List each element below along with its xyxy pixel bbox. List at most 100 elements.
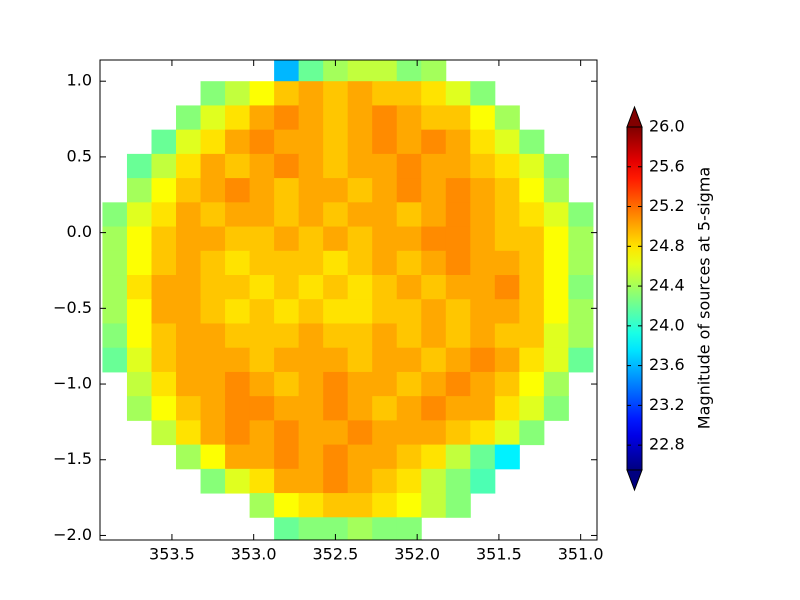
heat-cell	[323, 60, 349, 82]
heat-cell	[347, 81, 373, 106]
heat-cell	[347, 347, 373, 373]
heat-cell	[445, 323, 471, 349]
heat-cell	[176, 153, 202, 179]
heat-cell	[176, 129, 202, 155]
heat-cell	[225, 178, 251, 203]
heat-cell	[372, 129, 398, 155]
heat-cell	[372, 178, 398, 203]
y-tick-label: −1.0	[53, 374, 92, 393]
heat-cell	[176, 202, 202, 228]
heat-cell	[543, 323, 569, 349]
heat-cell	[421, 81, 447, 106]
x-tick-label: 352.5	[313, 545, 359, 564]
heat-cell	[126, 226, 152, 252]
heat-cell	[200, 129, 226, 155]
heat-cell	[151, 299, 177, 324]
heat-cell	[445, 226, 471, 252]
heat-cell	[200, 202, 226, 228]
heat-cell	[396, 60, 422, 82]
heat-cell	[519, 226, 545, 252]
heat-cell	[347, 323, 373, 349]
heat-cell	[274, 105, 300, 131]
heat-cell	[445, 202, 471, 228]
heat-cell	[470, 323, 496, 349]
heat-cell	[421, 226, 447, 252]
heat-cell	[396, 226, 422, 252]
x-tick-label: 351.5	[476, 545, 522, 564]
heat-cell	[249, 202, 275, 228]
heat-cell	[396, 444, 422, 470]
heat-cell	[494, 371, 520, 397]
heat-cell	[568, 299, 594, 324]
heat-cell	[347, 420, 373, 446]
heat-cell	[249, 226, 275, 252]
heat-cell	[298, 250, 324, 276]
heat-cell	[396, 153, 422, 179]
heat-cell	[519, 250, 545, 276]
heat-cell	[396, 517, 422, 540]
heat-cell	[249, 275, 275, 300]
heat-cell	[470, 275, 496, 300]
heat-cell	[151, 323, 177, 349]
heat-cell	[249, 129, 275, 155]
heat-cell	[176, 371, 202, 397]
heat-cell	[372, 420, 398, 446]
heat-cell	[372, 468, 398, 494]
heat-cell	[323, 517, 349, 540]
heat-cell	[421, 105, 447, 131]
heat-cell	[519, 153, 545, 179]
heat-cell	[225, 444, 251, 470]
heat-cell	[494, 250, 520, 276]
heat-cell	[421, 323, 447, 349]
heat-cell	[225, 250, 251, 276]
heat-cell	[176, 226, 202, 252]
heat-cell	[298, 202, 324, 228]
heat-cell	[421, 250, 447, 276]
heat-cell	[298, 60, 324, 82]
heat-cell	[323, 371, 349, 397]
heat-cell	[445, 153, 471, 179]
x-tick-label: 353.0	[231, 545, 277, 564]
heat-cell	[396, 420, 422, 446]
heat-cell	[347, 493, 373, 518]
heat-cell	[176, 347, 202, 373]
heat-cell	[347, 371, 373, 397]
heat-cell	[176, 396, 202, 421]
colorbar-tick-label: 24.4	[649, 276, 685, 295]
heat-cell	[323, 396, 349, 421]
heat-cell	[298, 371, 324, 397]
heat-cell	[298, 275, 324, 300]
heat-cell	[445, 420, 471, 446]
heat-cell	[494, 420, 520, 446]
heat-cell	[249, 371, 275, 397]
heat-cell	[298, 105, 324, 131]
heat-cell	[249, 250, 275, 276]
heat-cell	[421, 60, 447, 82]
heat-cell	[519, 275, 545, 300]
x-tick-label: 353.5	[149, 545, 195, 564]
heat-cell	[323, 493, 349, 518]
heat-cell	[372, 60, 398, 82]
heat-cell	[543, 250, 569, 276]
heat-cell	[151, 226, 177, 252]
heat-cell	[445, 468, 471, 494]
heat-cell	[494, 323, 520, 349]
heat-cell	[126, 323, 152, 349]
heat-cell	[347, 153, 373, 179]
heat-cell	[494, 105, 520, 131]
heat-cell	[200, 420, 226, 446]
heat-cell	[519, 129, 545, 155]
heat-cell	[494, 299, 520, 324]
heat-cell	[396, 371, 422, 397]
heat-cell	[200, 323, 226, 349]
colorbar-tick-label: 26.0	[649, 117, 685, 136]
heat-cell	[421, 420, 447, 446]
heat-cell	[151, 420, 177, 446]
heat-cell	[102, 202, 128, 228]
heat-cell	[126, 396, 152, 421]
heat-cell	[176, 105, 202, 131]
heat-cell	[372, 153, 398, 179]
heatmap	[102, 60, 594, 540]
heat-cell	[151, 250, 177, 276]
